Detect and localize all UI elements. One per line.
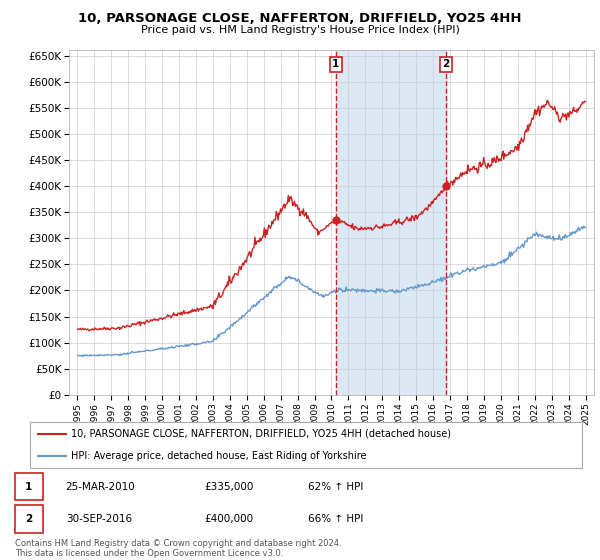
Text: 25-MAR-2010: 25-MAR-2010 xyxy=(65,482,136,492)
Text: 62% ↑ HPI: 62% ↑ HPI xyxy=(308,482,363,492)
Text: Contains HM Land Registry data © Crown copyright and database right 2024.
This d: Contains HM Land Registry data © Crown c… xyxy=(15,539,341,558)
Text: 66% ↑ HPI: 66% ↑ HPI xyxy=(308,514,363,524)
Text: Price paid vs. HM Land Registry's House Price Index (HPI): Price paid vs. HM Land Registry's House … xyxy=(140,25,460,35)
Text: £400,000: £400,000 xyxy=(204,514,253,524)
Text: 10, PARSONAGE CLOSE, NAFFERTON, DRIFFIELD, YO25 4HH (detached house): 10, PARSONAGE CLOSE, NAFFERTON, DRIFFIEL… xyxy=(71,428,451,438)
Text: 1: 1 xyxy=(332,59,340,69)
Text: HPI: Average price, detached house, East Riding of Yorkshire: HPI: Average price, detached house, East… xyxy=(71,451,367,461)
Text: 10, PARSONAGE CLOSE, NAFFERTON, DRIFFIELD, YO25 4HH: 10, PARSONAGE CLOSE, NAFFERTON, DRIFFIEL… xyxy=(78,12,522,25)
FancyBboxPatch shape xyxy=(30,422,582,468)
Text: 2: 2 xyxy=(442,59,449,69)
FancyBboxPatch shape xyxy=(15,473,43,500)
Bar xyxy=(336,50,446,395)
FancyBboxPatch shape xyxy=(15,505,43,533)
Text: 30-SEP-2016: 30-SEP-2016 xyxy=(65,514,132,524)
Text: 1: 1 xyxy=(25,482,32,492)
Text: £335,000: £335,000 xyxy=(204,482,253,492)
Text: 2: 2 xyxy=(25,514,32,524)
